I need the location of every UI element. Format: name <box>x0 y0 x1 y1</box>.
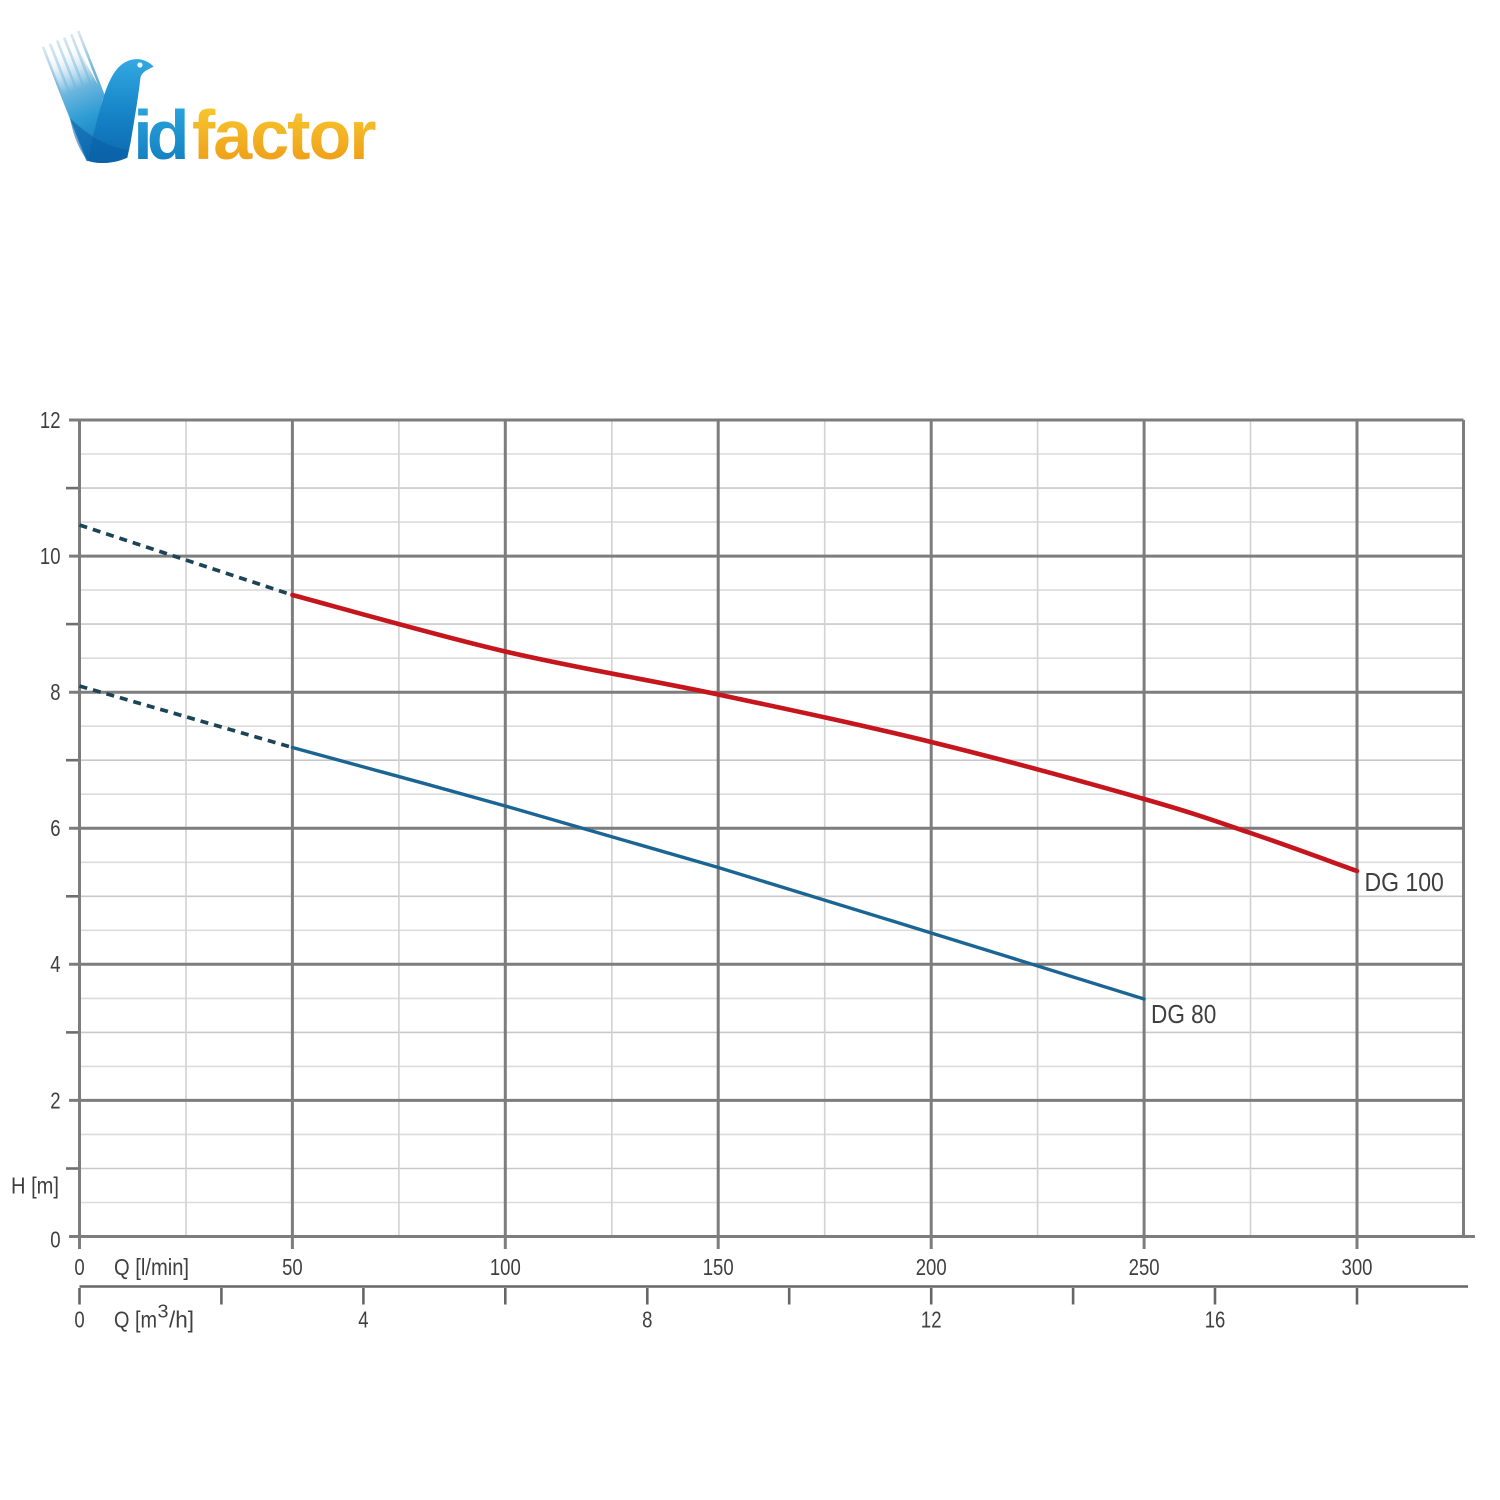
svg-text:id: id <box>133 96 185 174</box>
svg-text:Q [m: Q [m <box>114 1307 157 1333</box>
svg-text:8: 8 <box>642 1307 652 1333</box>
svg-text:12: 12 <box>40 407 61 433</box>
svg-text:250: 250 <box>1129 1254 1160 1280</box>
svg-text:200: 200 <box>916 1254 947 1280</box>
svg-text:6: 6 <box>50 815 60 841</box>
svg-text:150: 150 <box>703 1254 734 1280</box>
svg-text:4: 4 <box>358 1307 368 1333</box>
svg-text:8: 8 <box>50 679 60 705</box>
svg-text:4: 4 <box>50 951 60 977</box>
svg-text:/h]: /h] <box>169 1307 194 1333</box>
svg-text:3: 3 <box>158 1302 169 1322</box>
svg-text:DG 100: DG 100 <box>1365 867 1444 897</box>
svg-text:10: 10 <box>40 543 61 569</box>
svg-text:0: 0 <box>50 1227 60 1253</box>
svg-text:factor: factor <box>192 96 376 174</box>
svg-text:16: 16 <box>1205 1307 1226 1333</box>
svg-text:0: 0 <box>74 1254 84 1280</box>
svg-text:50: 50 <box>282 1254 303 1280</box>
svg-text:0: 0 <box>74 1307 84 1333</box>
svg-text:300: 300 <box>1342 1254 1373 1280</box>
svg-text:Q [l/min]: Q [l/min] <box>114 1254 189 1280</box>
svg-text:DG 80: DG 80 <box>1151 999 1216 1029</box>
svg-text:100: 100 <box>490 1254 521 1280</box>
svg-text:12: 12 <box>921 1307 942 1333</box>
svg-text:2: 2 <box>50 1087 60 1113</box>
svg-text:H [m]: H [m] <box>11 1173 59 1199</box>
